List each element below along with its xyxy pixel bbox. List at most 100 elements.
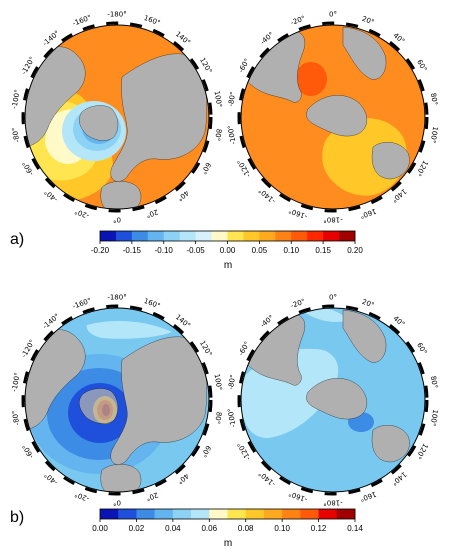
colorbar-tick-label: 0.10 — [274, 524, 290, 533]
colorbar-swatch — [163, 231, 180, 241]
colorbar-swatch — [179, 231, 196, 241]
colorbar-tick-label: -0.15 — [123, 246, 142, 255]
colorbar-tick-label: -0.05 — [187, 246, 206, 255]
colorbar-tick-label: 0.10 — [283, 246, 299, 255]
colorbar-tick-label: -0.10 — [155, 246, 174, 255]
longitude-tick-label: 100° — [429, 409, 440, 427]
panel-b-label: b) — [10, 509, 24, 526]
colorbar-swatch — [300, 509, 319, 519]
longitude-tick-label: 60° — [415, 58, 428, 73]
longitude-tick-label: -40° — [43, 471, 60, 487]
longitude-tick-label: -100° — [10, 372, 21, 392]
longitude-tick-label: 160° — [359, 207, 378, 220]
panel-a: -180° 160°140°120°100°80°60°40°20°0°-20°-… — [10, 11, 439, 272]
landmass-africa — [342, 26, 387, 80]
map-frame — [24, 307, 210, 493]
longitude-tick-label: 0° — [329, 294, 337, 302]
map-frame-ring — [237, 304, 429, 496]
longitude-tick-label: -80° — [11, 410, 21, 426]
longitude-tick-label: 160° — [143, 14, 162, 27]
longitude-tick-label: 100° — [213, 90, 224, 108]
colorbar-b-unit: m — [224, 538, 232, 549]
colorbar-tick-label: 0.02 — [129, 524, 145, 533]
field-contour-light — [86, 320, 172, 339]
map-frame — [240, 307, 426, 493]
colorbar-swatch — [147, 231, 165, 241]
longitude-tick-label: 80° — [429, 92, 439, 106]
colorbar-tick-label: 0.15 — [315, 246, 331, 255]
colorbar-swatch — [259, 231, 276, 241]
longitude-tick-label: -40° — [259, 31, 276, 47]
colorbar-swatch — [195, 231, 212, 241]
colorbar-tick-label: 0.14 — [347, 524, 363, 533]
colorbar-tick-label: 0.00 — [220, 246, 236, 255]
longitude-tick-label: 120° — [198, 339, 213, 358]
longitude-tick-label: -140° — [41, 312, 61, 331]
map-frame — [24, 24, 210, 210]
map-frame-ring — [21, 304, 213, 496]
colorbar-b: 0.00 0.02 0.04 0.06 0.08 0.10 0.12 0.14 — [92, 508, 363, 533]
longitude-tick-label: -180° — [107, 294, 126, 302]
landmass-australia — [371, 425, 410, 463]
longitude-tick-label: 120° — [414, 159, 429, 178]
map-b-south: 0°20°40°60°80°100°120°140°160°-180°-160°… — [226, 294, 439, 507]
landmass-antarctica — [306, 378, 367, 420]
colorbar-swatch — [291, 231, 308, 241]
longitude-tick-label: 100° — [429, 126, 440, 144]
colorbar-swatch — [336, 509, 356, 519]
landmass-africa — [342, 309, 387, 363]
colorbar-swatch — [100, 509, 119, 519]
colorbar-swatch — [275, 231, 292, 241]
longitude-tick-label: -100° — [226, 408, 237, 428]
longitude-tick-label: 20° — [145, 207, 159, 219]
longitude-tick-label: -20° — [74, 490, 91, 503]
longitude-tick-label: -100° — [10, 89, 21, 109]
longitude-tick-label: 120° — [198, 56, 213, 75]
panel-b: -180° 160°140°120°100°80°60°40°20°0°-20°-… — [10, 294, 439, 550]
colorbar-swatch — [136, 509, 155, 519]
colorbar-swatch — [245, 509, 265, 519]
colorbar-tick-label: 0.00 — [92, 524, 108, 533]
colorbar-swatch — [209, 509, 228, 519]
colorbar-swatch — [115, 231, 133, 241]
longitude-tick-label: -20° — [74, 207, 91, 220]
colorbar-swatch — [100, 231, 117, 241]
longitude-tick-label: -20° — [290, 297, 307, 310]
landmass-north-america — [25, 46, 86, 148]
map-a-north: -180° 160°140°120°100°80°60°40°20°0°-20°-… — [10, 11, 223, 224]
field-contour-red — [295, 62, 327, 96]
map-a-south: 0°20°40°60°80°100°120°140°160°-180°-160°… — [226, 11, 439, 224]
longitude-tick-label: -100° — [226, 125, 237, 145]
colorbar-swatch — [323, 231, 340, 241]
colorbar-swatch — [243, 231, 260, 241]
colorbar-swatch — [154, 509, 174, 519]
colorbar-swatch — [131, 231, 149, 241]
map-frame-ring — [21, 21, 213, 213]
longitude-tick-label: -140° — [257, 469, 277, 488]
longitude-tick-label: -180° — [323, 216, 342, 224]
longitude-tick-label: -140° — [41, 29, 61, 48]
longitude-tick-label: 100° — [213, 373, 224, 391]
landmass-australia — [371, 142, 410, 180]
longitude-tick-label: 20° — [361, 15, 375, 27]
longitude-tick-label: 160° — [143, 297, 162, 310]
longitude-tick-label: 80° — [213, 411, 223, 425]
colorbar-swatch — [318, 509, 338, 519]
longitude-tick-label: 120° — [414, 442, 429, 461]
colorbar-swatch — [307, 231, 324, 241]
colorbar-swatch — [191, 509, 210, 519]
longitude-tick-label: -80° — [11, 127, 21, 143]
landmass-antarctica — [306, 95, 367, 137]
longitude-tick-label: 160° — [359, 490, 378, 503]
landmass-greenland — [79, 388, 119, 424]
colorbar-tick-label: 0.06 — [201, 524, 217, 533]
colorbar-swatch — [339, 231, 356, 241]
landmass-north-america — [25, 329, 86, 431]
longitude-tick-label: -80° — [227, 91, 237, 107]
longitude-tick-label: 60° — [199, 444, 212, 459]
longitude-tick-label: 20° — [145, 490, 159, 502]
longitude-tick-label: -140° — [257, 186, 277, 205]
longitude-tick-label: 0° — [113, 499, 121, 507]
longitude-tick-label: -180° — [323, 499, 342, 507]
